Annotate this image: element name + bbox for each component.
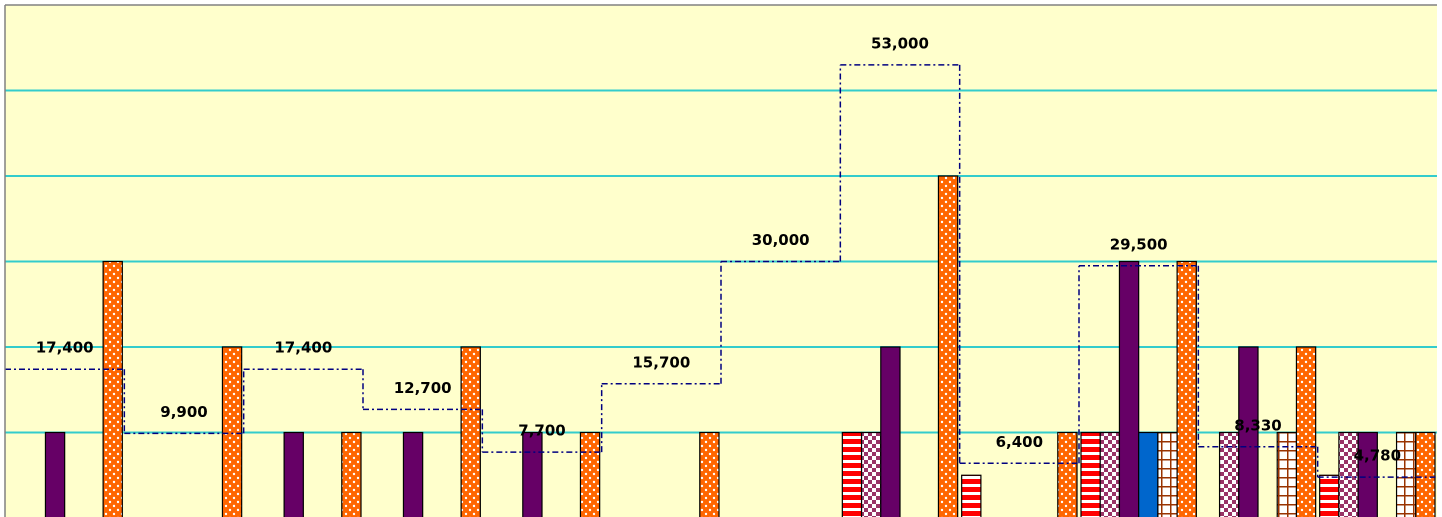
bar [1138,431,1159,517]
data-label: 9,900 [160,403,207,421]
data-label: 4,780 [1354,447,1401,465]
bar [1395,431,1417,517]
bar [1118,260,1140,517]
bar [102,260,123,517]
data-label: 8,330 [1234,416,1281,434]
bar [699,431,720,517]
bar [44,431,66,517]
bar [841,431,863,517]
bar [860,431,882,517]
bar [341,431,362,517]
bar [1238,346,1259,517]
data-label: 29,500 [1110,235,1168,253]
bar [961,474,982,517]
bar [1099,431,1121,517]
bar [579,431,601,517]
bar [460,346,481,517]
bar [1295,346,1317,517]
bar [1218,431,1240,517]
bar [1157,431,1178,517]
data-label: 7,700 [518,422,565,440]
bar [1319,474,1340,517]
bar [402,431,424,517]
data-label: 53,000 [871,34,929,52]
data-label: 12,700 [394,379,452,397]
bar [221,346,243,517]
data-label: 17,400 [274,339,332,357]
bar [1276,431,1298,517]
bar [1080,431,1101,517]
bar [283,431,304,517]
bar [522,431,543,517]
bar [937,175,959,517]
data-label: 15,700 [632,353,690,371]
bar [1338,431,1359,517]
bar [1415,431,1436,517]
bar [880,346,901,517]
bar [1176,260,1197,517]
bar [1357,431,1378,517]
data-label: 6,400 [996,433,1043,451]
bar [1057,431,1078,517]
data-label: 30,000 [752,231,810,249]
data-label: 17,400 [36,339,94,357]
